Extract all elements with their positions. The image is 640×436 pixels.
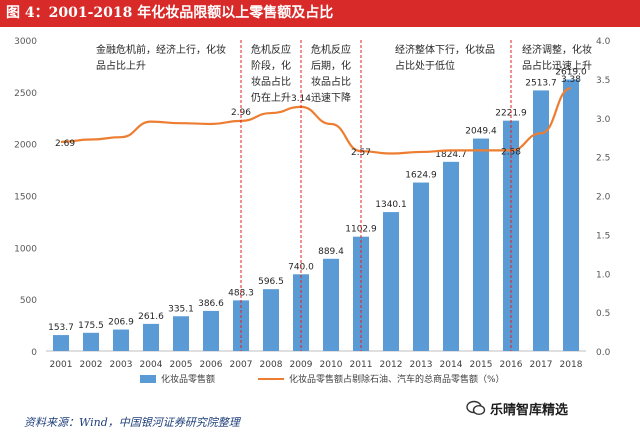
- annotation-line: 占比处于低位: [395, 59, 455, 72]
- right-tick-label: 0.0: [596, 348, 611, 358]
- bar: [113, 329, 129, 351]
- watermark: 乐晴智库精选: [466, 398, 568, 418]
- bar: [53, 335, 69, 351]
- legend-bar-label: 化妆品零售额: [161, 373, 215, 385]
- bar-value-label: 1624.9: [405, 171, 437, 181]
- bar: [353, 236, 369, 351]
- x-tick-label: 2007: [230, 360, 253, 370]
- share-line: [60, 87, 572, 155]
- bar: [563, 79, 579, 351]
- annotation-line: 品占比上升: [96, 59, 146, 72]
- annotation-line: 危机反应: [251, 43, 291, 56]
- annotation-line: 妆品占比: [311, 75, 351, 88]
- bar: [263, 289, 279, 351]
- x-tick-label: 2018: [560, 360, 583, 370]
- annotation: 危机反应后期，化妆品占比迅速下降: [311, 43, 351, 104]
- x-tick-label: 2010: [320, 360, 343, 370]
- left-tick-label: 0: [31, 348, 37, 358]
- x-tick-label: 2005: [170, 360, 193, 370]
- x-tick-label: 2014: [440, 360, 463, 370]
- bar: [323, 258, 339, 351]
- right-tick-label: 3.5: [596, 76, 610, 86]
- bar-value-label: 2049.4: [465, 127, 497, 137]
- x-tick-label: 2011: [350, 360, 373, 370]
- bar-value-label: 1340.1: [375, 200, 407, 210]
- right-tick-label: 0.5: [596, 309, 610, 319]
- bar: [383, 212, 399, 351]
- bar: [473, 138, 489, 351]
- bar: [533, 90, 549, 352]
- bar: [143, 323, 159, 351]
- line-value-label: 3.38: [561, 75, 581, 85]
- x-tick-label: 2009: [290, 360, 313, 370]
- x-tick-label: 2017: [530, 360, 553, 370]
- left-tick-label: 2500: [14, 89, 37, 99]
- x-tick-label: 2008: [260, 360, 283, 370]
- bar-value-label: 153.7: [48, 323, 74, 333]
- bar-value-label: 1824.7: [435, 150, 467, 160]
- bar-value-label: 2513.7: [525, 78, 557, 88]
- bar-value-label: 488.3: [228, 288, 254, 298]
- right-tick-label: 2.0: [596, 193, 611, 203]
- bar-value-label: 175.5: [78, 321, 104, 331]
- legend-bar-swatch: [140, 375, 156, 383]
- bar-value-label: 206.9: [108, 318, 134, 328]
- annotation-line: 危机反应: [311, 43, 351, 56]
- x-tick-label: 2012: [380, 360, 403, 370]
- watermark-text: 乐晴智库精选: [490, 402, 569, 418]
- right-tick-label: 3.0: [596, 115, 611, 125]
- left-tick-label: 3000: [14, 37, 37, 47]
- bar: [173, 316, 189, 351]
- x-tick-label: 2003: [110, 360, 133, 370]
- annotation-line: 仍在上升: [251, 92, 291, 104]
- right-tick-label: 1.0: [596, 270, 611, 280]
- bar-value-label: 386.6: [198, 299, 224, 309]
- bar-value-label: 889.4: [318, 247, 344, 257]
- annotation: 经济整体下行，化妆品占比处于低位: [395, 43, 495, 72]
- source-note: 资料来源：Wind，中国银河证券研究院整理: [24, 416, 240, 429]
- bar-value-label: 2221.9: [495, 109, 527, 119]
- bar: [443, 161, 459, 351]
- annotation-line: 后期，化: [311, 59, 351, 72]
- right-tick-label: 2.5: [596, 154, 610, 164]
- chart: 0 500 1000 1500 2000 2500 3000 0.0 0.5 1.0 1.5 2.0 2…: [14, 37, 611, 385]
- legend-line-label: 化妆品零售额占剔除石油、汽车的总商品零售额（%）: [289, 373, 505, 385]
- annotation-line: 品占比迅速上升: [522, 59, 592, 72]
- annotation-line: 金融危机前，经济上行，化妆: [96, 43, 226, 56]
- x-tick-label: 2001: [50, 360, 73, 370]
- x-tick-label: 2002: [80, 360, 103, 370]
- annotation-line: 经济调整，化妆: [522, 43, 592, 56]
- right-tick-label: 4.0: [596, 37, 611, 47]
- figure-title: 图 4：2001-2018 年化妆品限额以上零售额及占比: [0, 0, 640, 27]
- left-tick-label: 500: [20, 296, 37, 306]
- annotation-line: 阶段，化: [251, 59, 291, 72]
- bar-value-label: 335.1: [168, 304, 194, 314]
- right-tick-label: 1.5: [596, 231, 610, 241]
- bar: [413, 182, 429, 351]
- left-tick-label: 2000: [14, 141, 37, 151]
- bar-value-label: 261.6: [138, 312, 164, 322]
- annotation-line: 经济整体下行，化妆品: [395, 43, 495, 56]
- annotation: 危机反应阶段，化妆品占比仍在上升: [251, 43, 291, 104]
- bar: [83, 332, 99, 351]
- left-tick-label: 1500: [14, 193, 37, 203]
- annotation: 金融危机前，经济上行，化妆品占比上升: [96, 43, 226, 72]
- bar-value-label: 1102.9: [345, 225, 377, 235]
- bar: [203, 310, 219, 351]
- line-value-label: 2.69: [55, 139, 75, 149]
- annotation-line: 迅速下降: [311, 91, 351, 104]
- line-value-label: 2.57: [351, 148, 371, 158]
- x-tick-label: 2015: [470, 360, 493, 370]
- x-tick-label: 2016: [500, 360, 523, 370]
- annotation-line: 妆品占比: [251, 75, 291, 88]
- annotation: 经济调整，化妆品占比迅速上升: [522, 43, 592, 72]
- line-value-label: 3.14: [291, 94, 311, 104]
- left-tick-label: 1000: [14, 244, 37, 254]
- chat-bubble-icon: [466, 400, 486, 416]
- bar-value-label: 596.5: [258, 277, 284, 287]
- x-tick-label: 2004: [140, 360, 163, 370]
- x-tick-label: 2006: [200, 360, 223, 370]
- bar-value-label: 2619.0: [555, 67, 587, 77]
- x-tick-label: 2013: [410, 360, 433, 370]
